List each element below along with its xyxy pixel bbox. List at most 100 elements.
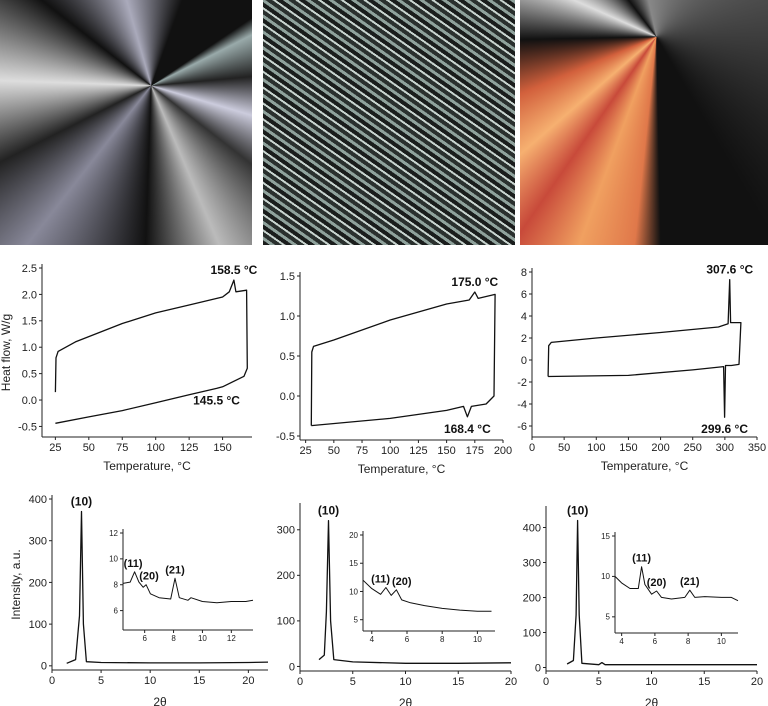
y-tick-label: 300 bbox=[523, 557, 541, 569]
x-tick-label: 0 bbox=[529, 442, 535, 454]
inset-x-tick-label: 6 bbox=[405, 635, 410, 644]
x-tick-label: 200 bbox=[494, 445, 512, 457]
y-tick-label: 0 bbox=[289, 661, 295, 673]
y-tick-label: 0 bbox=[521, 355, 527, 367]
peak-annotation: 175.0 °C bbox=[451, 275, 498, 289]
x-tick-label: 50 bbox=[558, 442, 570, 454]
inset-x-tick-label: 12 bbox=[227, 634, 236, 643]
inset-y-tick-label: 15 bbox=[601, 532, 610, 541]
y-tick-label: 6 bbox=[521, 289, 527, 301]
peak-annotation: (10) bbox=[71, 495, 92, 509]
y-tick-label: 200 bbox=[523, 592, 541, 604]
y-tick-label: 0 bbox=[535, 662, 541, 674]
inset-y-tick-label: 20 bbox=[349, 531, 358, 540]
inset-xrd1: 6 8 10 12 6 8 10 12 (11)(20) (21) bbox=[109, 529, 254, 643]
inset-x-tick-label: 10 bbox=[473, 635, 482, 644]
peak-annotation: 145.5 °C bbox=[193, 393, 240, 407]
y-tick-label: 100 bbox=[29, 619, 47, 631]
y-tick-label: 0.0 bbox=[280, 391, 295, 403]
y-tick-label: 1.5 bbox=[22, 316, 37, 328]
inset-peak-annotation: (20) bbox=[647, 577, 667, 589]
inset-xrd2: 4 6 8 10 5 10 15 20 (11) (20) bbox=[349, 531, 495, 644]
x-axis-label: Temperature, °C bbox=[601, 459, 689, 473]
y-tick-label: 400 bbox=[29, 494, 47, 506]
inset-y-tick-label: 5 bbox=[606, 613, 611, 622]
y-tick-label: 200 bbox=[29, 577, 47, 589]
x-tick-label: 125 bbox=[180, 442, 198, 454]
peak-annotation: 168.4 °C bbox=[444, 422, 491, 436]
inset-peak-annotation: (20) bbox=[392, 576, 412, 588]
x-tick-label: 150 bbox=[213, 442, 231, 454]
series-line bbox=[66, 510, 269, 664]
x-tick-label: 20 bbox=[242, 675, 254, 687]
y-tick-label: 300 bbox=[277, 525, 295, 537]
y-tick-label: 400 bbox=[523, 522, 541, 534]
inset-x-tick-label: 4 bbox=[370, 635, 375, 644]
x-tick-label: 50 bbox=[328, 445, 340, 457]
inset-peak-annotation: (11) bbox=[632, 553, 651, 565]
peak-annotation: (10) bbox=[318, 504, 339, 518]
y-axis-label: Heat flow, W/g bbox=[0, 314, 13, 391]
x-tick-label: 0 bbox=[543, 676, 549, 688]
inset-y-tick-label: 15 bbox=[349, 559, 358, 568]
micrograph-2 bbox=[263, 0, 515, 245]
inset-peak-annotation: (20) bbox=[139, 571, 159, 583]
x-tick-label: 10 bbox=[399, 676, 411, 688]
x-tick-label: 0 bbox=[297, 676, 303, 688]
y-tick-label: 0 bbox=[41, 661, 47, 673]
micrograph-3 bbox=[520, 0, 768, 245]
y-tick-label: -6 bbox=[517, 421, 527, 433]
x-tick-label: 25 bbox=[300, 445, 312, 457]
series-line bbox=[547, 279, 742, 418]
inset-x-tick-label: 6 bbox=[653, 637, 658, 646]
x-tick-label: 20 bbox=[751, 676, 763, 688]
y-tick-label: -2 bbox=[517, 377, 527, 389]
x-tick-label: 5 bbox=[350, 676, 356, 688]
x-tick-label: 100 bbox=[381, 445, 399, 457]
inset-x-tick-label: 8 bbox=[440, 635, 445, 644]
x-tick-label: 20 bbox=[505, 676, 517, 688]
y-tick-label: 0.5 bbox=[22, 368, 37, 380]
x-tick-label: 25 bbox=[49, 442, 61, 454]
x-tick-label: 125 bbox=[409, 445, 427, 457]
x-tick-label: 200 bbox=[651, 442, 669, 454]
inset-peak-annotation: (11) bbox=[124, 558, 143, 570]
y-tick-label: -0.5 bbox=[276, 431, 295, 443]
x-axis-label: Temperature, °C bbox=[358, 462, 446, 476]
y-tick-label: 2 bbox=[521, 333, 527, 345]
peak-annotation: 307.6 °C bbox=[706, 263, 753, 277]
inset-x-tick-label: 6 bbox=[142, 634, 147, 643]
inset-peak-annotation: (11) bbox=[371, 574, 390, 586]
y-tick-label: 100 bbox=[277, 616, 295, 628]
y-tick-label: 2.5 bbox=[22, 263, 37, 275]
y-tick-label: 1.5 bbox=[280, 271, 295, 283]
series-line bbox=[310, 291, 496, 427]
inset-series-line bbox=[122, 571, 254, 604]
inset-series-line bbox=[362, 579, 492, 612]
y-tick-label: 200 bbox=[277, 570, 295, 582]
inset-x-tick-label: 10 bbox=[198, 634, 207, 643]
y-tick-label: 0.5 bbox=[280, 351, 295, 363]
x-tick-label: 0 bbox=[49, 675, 55, 687]
y-tick-label: 2.0 bbox=[22, 289, 37, 301]
chart-dsc2: 25 50 75 100 125 150 175 200 -0.5 0.0 0.5 1.0 1.5 Tem… bbox=[276, 271, 512, 476]
x-tick-label: 10 bbox=[645, 676, 657, 688]
x-tick-label: 75 bbox=[116, 442, 128, 454]
inset-x-tick-label: 4 bbox=[619, 637, 624, 646]
x-axis-label: 2θ bbox=[645, 696, 659, 706]
inset-series-line bbox=[614, 566, 739, 602]
inset-x-tick-label: 10 bbox=[717, 637, 726, 646]
inset-x-tick-label: 8 bbox=[171, 634, 176, 643]
x-tick-label: 250 bbox=[684, 442, 702, 454]
x-tick-label: 150 bbox=[437, 445, 455, 457]
peak-annotation: 299.6 °C bbox=[701, 422, 748, 436]
x-tick-label: 350 bbox=[748, 442, 766, 454]
y-tick-label: 1.0 bbox=[22, 342, 37, 354]
x-tick-label: 15 bbox=[698, 676, 710, 688]
y-tick-label: 300 bbox=[29, 536, 47, 548]
inset-y-tick-label: 6 bbox=[114, 606, 119, 615]
inset-peak-annotation: (21) bbox=[680, 576, 700, 588]
